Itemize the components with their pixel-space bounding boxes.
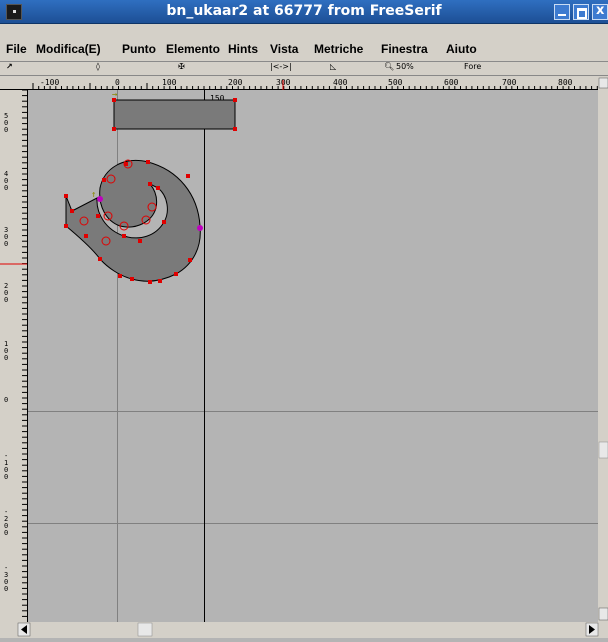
contour-point[interactable]	[118, 274, 122, 278]
menu-aiuto[interactable]: Aiuto	[446, 42, 477, 56]
curve-point[interactable]	[103, 211, 113, 221]
vruler-label: 0	[4, 396, 8, 404]
contour-point[interactable]	[233, 98, 237, 102]
glyph-editor-canvas[interactable]: -100 0 100 200 300 400 500 600 700 800 5…	[0, 76, 608, 638]
contour-point[interactable]	[124, 162, 128, 166]
close-icon[interactable]	[592, 3, 608, 20]
contour-point[interactable]	[138, 239, 142, 243]
menu-vista[interactable]: Vista	[270, 42, 299, 56]
contour-point[interactable]	[130, 277, 134, 281]
contour-point[interactable]	[122, 234, 126, 238]
contour-point[interactable]	[112, 127, 116, 131]
curve-point[interactable]	[106, 174, 116, 184]
contour-point[interactable]	[146, 160, 150, 164]
ruler-label: 600	[444, 78, 459, 87]
ruler-label: -100	[40, 78, 59, 87]
contour-point[interactable]	[148, 280, 152, 284]
ruler-label: 400	[333, 78, 348, 87]
rotate-tool-icon[interactable]: ◺	[330, 62, 337, 71]
curve-point[interactable]	[147, 202, 157, 212]
measure-tool[interactable]: |<->|	[270, 62, 292, 71]
extremum-point[interactable]	[97, 196, 103, 202]
start-point-arrow-icon: →	[112, 90, 118, 100]
contour-point[interactable]	[96, 214, 100, 218]
vertical-ruler	[0, 90, 28, 622]
vertical-scroll-thumb[interactable]	[598, 441, 608, 459]
extremum-point[interactable]	[197, 225, 203, 231]
advance-width-label: 150	[210, 94, 225, 103]
ruler-label: 700	[502, 78, 517, 87]
contour-point[interactable]	[102, 178, 106, 182]
minimize-icon[interactable]	[554, 4, 570, 20]
scroll-down-button[interactable]	[598, 607, 608, 621]
horizontal-scrollbar[interactable]	[0, 622, 608, 638]
contour-point[interactable]	[233, 127, 237, 131]
pointer-tool-icon[interactable]: ↗	[6, 62, 13, 71]
contour-point[interactable]	[64, 194, 68, 198]
app-menu-icon[interactable]	[6, 4, 22, 20]
menu-hints[interactable]: Hints	[228, 42, 258, 56]
vruler-label: -2 0 0	[4, 508, 8, 537]
contour-point[interactable]	[162, 220, 166, 224]
ruler-label: 200	[228, 78, 243, 87]
zoom-icon[interactable]: 🔍︎	[384, 62, 395, 71]
menu-finestra[interactable]: Finestra	[381, 42, 428, 56]
layer-label[interactable]: Fore	[464, 62, 482, 71]
contour-point[interactable]	[98, 257, 102, 261]
start-point-arrow-icon: ↑	[91, 190, 96, 200]
curve-point[interactable]	[141, 215, 151, 225]
info-bar: ↗ ◊ ✠ |<->| ◺ 🔍︎ 50% Fore	[0, 62, 608, 76]
curve-point[interactable]	[79, 216, 89, 226]
contour-point[interactable]	[186, 174, 190, 178]
point-tool-icon[interactable]: ◊	[96, 62, 100, 71]
vertical-scrollbar[interactable]	[598, 76, 608, 622]
horizontal-scroll-thumb[interactable]	[137, 622, 153, 637]
menu-metriche[interactable]: Metriche	[314, 42, 364, 56]
ruler-label: 500	[388, 78, 403, 87]
knife-tool-icon[interactable]: ✠	[178, 62, 185, 71]
curve-point[interactable]	[101, 236, 111, 246]
contour-point[interactable]	[148, 182, 152, 186]
window-title-bar[interactable]: bn_ukaar2 at 66777 from FreeSerif	[0, 0, 608, 24]
maximize-icon[interactable]	[573, 4, 589, 20]
menu-file[interactable]: File	[6, 42, 27, 56]
menu-punto[interactable]: Punto	[122, 42, 156, 56]
window-title: bn_ukaar2 at 66777 from FreeSerif	[166, 3, 442, 19]
contour-point[interactable]	[70, 209, 74, 213]
contour-point[interactable]	[158, 279, 162, 283]
glyph-bar-contour[interactable]	[113, 99, 236, 130]
scroll-up-button[interactable]	[598, 77, 608, 89]
menu-bar: File Modifica(E) Punto Elemento Hints Vi…	[0, 24, 608, 62]
contour-point[interactable]	[64, 224, 68, 228]
curve-point[interactable]	[119, 221, 129, 231]
vruler-label: -3 0 0	[4, 564, 8, 593]
contour-point[interactable]	[156, 186, 160, 190]
contour-point[interactable]	[84, 234, 88, 238]
glyph-view[interactable]: -100 0 100 200 300 400 500 600 700 800 5…	[0, 76, 608, 638]
horizontal-ruler	[0, 76, 598, 90]
menu-modifica[interactable]: Modifica(E)	[36, 42, 101, 56]
curve-point[interactable]	[123, 159, 133, 169]
ruler-label: 0	[115, 78, 120, 87]
contour-point[interactable]	[188, 258, 192, 262]
contour-point[interactable]	[112, 98, 116, 102]
zoom-level: 50%	[396, 62, 414, 71]
menu-elemento[interactable]: Elemento	[166, 42, 221, 56]
contour-point[interactable]	[174, 272, 178, 276]
ruler-label: 100	[162, 78, 177, 87]
vruler-label: -1 0 0	[4, 452, 8, 481]
ruler-label: 800	[558, 78, 573, 87]
